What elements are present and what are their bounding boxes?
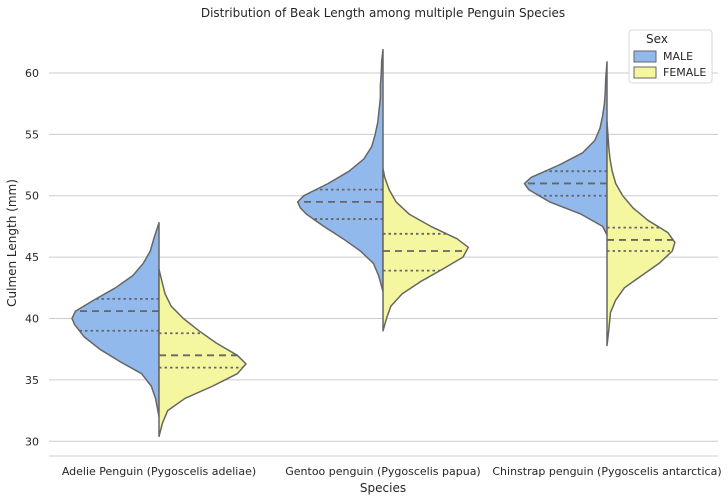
y-tick-label: 55 (25, 128, 39, 141)
legend-title: Sex (646, 32, 668, 46)
legend-swatch-male (633, 50, 657, 63)
x-axis-ticks: Adelie Penguin (Pygoscelis adeliae) Gento… (62, 465, 722, 478)
legend-label-male: MALE (663, 50, 693, 63)
y-tick-label: 40 (25, 313, 39, 326)
violin-half-female (382, 167, 470, 332)
violin-half-male (523, 61, 608, 236)
violin-half-female (158, 268, 247, 438)
chart-title: Distribution of Beak Length among multip… (201, 6, 565, 20)
x-tick-label: Chinstrap penguin (Pygoscelis antarctica… (492, 465, 721, 478)
x-tick-label: Gentoo penguin (Pygoscelis papua) (285, 465, 480, 478)
y-tick-label: 35 (25, 374, 39, 387)
y-axis-label: Culmen Length (mm) (5, 179, 19, 307)
y-axis-ticks: 30 35 40 45 50 55 60 (25, 67, 39, 448)
violin-half-male (71, 221, 160, 418)
y-tick-label: 30 (25, 435, 39, 448)
violin-half-male (296, 48, 384, 293)
violin-half-female (606, 121, 676, 347)
y-tick-label: 50 (25, 190, 39, 203)
y-tick-label: 60 (25, 67, 39, 80)
legend-label-female: FEMALE (663, 66, 706, 79)
x-tick-label: Adelie Penguin (Pygoscelis adeliae) (62, 465, 256, 478)
y-tick-label: 45 (25, 251, 39, 264)
legend-swatch-female (633, 66, 657, 79)
x-axis-label: Species (360, 481, 406, 495)
violin-layer (71, 48, 676, 438)
legend: Sex MALE FEMALE (628, 29, 713, 84)
